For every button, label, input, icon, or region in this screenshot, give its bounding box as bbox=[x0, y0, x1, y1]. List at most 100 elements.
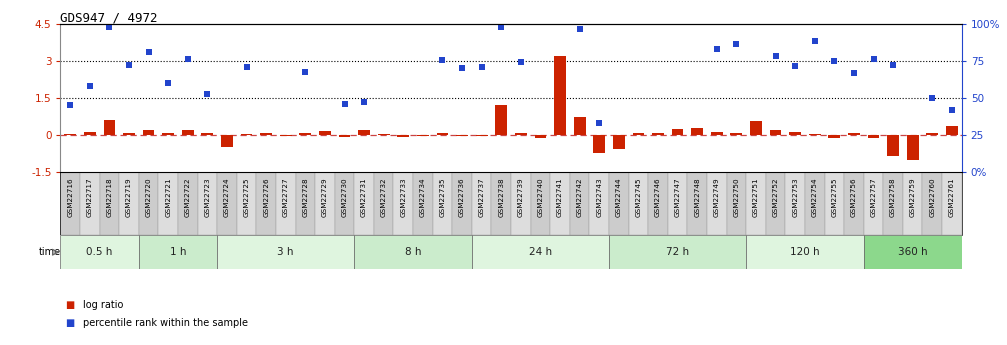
Bar bbox=[319, 130, 330, 135]
Text: ■: ■ bbox=[65, 318, 75, 327]
Text: GSM22728: GSM22728 bbox=[302, 177, 308, 217]
Text: 120 h: 120 h bbox=[790, 247, 820, 257]
Text: GSM22752: GSM22752 bbox=[772, 177, 778, 217]
Text: GSM22733: GSM22733 bbox=[401, 177, 406, 217]
Bar bbox=[257, 172, 276, 235]
Text: GSM22716: GSM22716 bbox=[67, 177, 74, 217]
Bar bbox=[649, 172, 668, 235]
Bar bbox=[785, 172, 805, 235]
Text: GSM22746: GSM22746 bbox=[655, 177, 661, 217]
Bar bbox=[672, 129, 684, 135]
Bar bbox=[653, 132, 664, 135]
Text: GSM22718: GSM22718 bbox=[107, 177, 113, 217]
Text: GSM22744: GSM22744 bbox=[616, 177, 621, 217]
Bar bbox=[158, 172, 178, 235]
Bar bbox=[809, 134, 821, 135]
Bar bbox=[531, 172, 550, 235]
Bar bbox=[907, 135, 918, 160]
Bar bbox=[707, 172, 727, 235]
Text: GSM22760: GSM22760 bbox=[929, 177, 936, 217]
Text: 1 h: 1 h bbox=[170, 247, 186, 257]
Text: GSM22720: GSM22720 bbox=[146, 177, 152, 217]
Bar bbox=[589, 172, 609, 235]
Text: GDS947 / 4972: GDS947 / 4972 bbox=[60, 11, 158, 24]
Bar bbox=[374, 172, 394, 235]
Bar bbox=[515, 132, 527, 135]
Bar bbox=[550, 172, 570, 235]
Bar bbox=[260, 133, 272, 135]
Text: GSM22723: GSM22723 bbox=[204, 177, 210, 217]
Text: GSM22731: GSM22731 bbox=[362, 177, 368, 217]
Bar bbox=[104, 120, 115, 135]
Bar bbox=[60, 172, 80, 235]
Bar bbox=[593, 135, 605, 154]
Bar bbox=[123, 132, 135, 135]
Bar bbox=[139, 172, 158, 235]
Bar bbox=[688, 172, 707, 235]
Bar bbox=[844, 172, 864, 235]
Bar bbox=[456, 135, 468, 136]
Text: GSM22734: GSM22734 bbox=[420, 177, 426, 217]
Bar bbox=[241, 134, 253, 135]
Bar bbox=[829, 135, 840, 138]
Bar bbox=[769, 130, 781, 135]
Bar bbox=[727, 172, 746, 235]
Bar bbox=[613, 135, 624, 149]
Text: GSM22756: GSM22756 bbox=[851, 177, 857, 217]
Text: GSM22721: GSM22721 bbox=[165, 177, 171, 217]
Bar bbox=[491, 172, 512, 235]
Bar bbox=[864, 235, 962, 269]
Bar bbox=[472, 235, 609, 269]
Bar bbox=[730, 132, 742, 135]
Text: GSM22717: GSM22717 bbox=[87, 177, 93, 217]
Text: 72 h: 72 h bbox=[666, 247, 689, 257]
Bar bbox=[668, 172, 688, 235]
Bar bbox=[864, 172, 883, 235]
Text: percentile rank within the sample: percentile rank within the sample bbox=[83, 318, 248, 327]
Text: GSM22737: GSM22737 bbox=[478, 177, 484, 217]
Bar bbox=[119, 172, 139, 235]
Bar bbox=[394, 172, 413, 235]
Bar bbox=[338, 135, 350, 137]
Text: GSM22751: GSM22751 bbox=[753, 177, 759, 217]
Text: GSM22761: GSM22761 bbox=[949, 177, 955, 217]
Bar bbox=[574, 117, 585, 135]
Bar bbox=[222, 135, 233, 147]
Text: GSM22749: GSM22749 bbox=[714, 177, 720, 217]
Bar bbox=[354, 172, 374, 235]
Text: 8 h: 8 h bbox=[405, 247, 421, 257]
Text: GSM22740: GSM22740 bbox=[538, 177, 544, 217]
Bar bbox=[512, 172, 531, 235]
Text: ■: ■ bbox=[65, 300, 75, 310]
Bar bbox=[570, 172, 589, 235]
Text: GSM22750: GSM22750 bbox=[733, 177, 739, 217]
Text: GSM22758: GSM22758 bbox=[890, 177, 896, 217]
Text: 360 h: 360 h bbox=[898, 247, 927, 257]
Text: GSM22747: GSM22747 bbox=[675, 177, 681, 217]
Bar bbox=[946, 126, 958, 135]
Bar bbox=[84, 132, 96, 135]
Text: GSM22741: GSM22741 bbox=[557, 177, 563, 217]
Bar bbox=[413, 172, 433, 235]
Bar bbox=[64, 134, 77, 135]
Bar bbox=[825, 172, 844, 235]
Bar bbox=[201, 133, 213, 135]
Text: GSM22724: GSM22724 bbox=[224, 177, 230, 217]
Bar bbox=[334, 172, 354, 235]
Text: GSM22732: GSM22732 bbox=[381, 177, 387, 217]
Bar bbox=[903, 172, 922, 235]
Text: GSM22745: GSM22745 bbox=[635, 177, 641, 217]
Bar bbox=[475, 135, 487, 136]
Bar bbox=[299, 132, 311, 135]
Text: GSM22748: GSM22748 bbox=[694, 177, 700, 217]
Text: 0.5 h: 0.5 h bbox=[87, 247, 113, 257]
Text: GSM22753: GSM22753 bbox=[793, 177, 799, 217]
Bar bbox=[609, 235, 746, 269]
Bar bbox=[883, 172, 903, 235]
Text: GSM22743: GSM22743 bbox=[596, 177, 602, 217]
Bar bbox=[452, 172, 472, 235]
Bar bbox=[182, 130, 193, 135]
Bar bbox=[535, 135, 547, 138]
Text: GSM22739: GSM22739 bbox=[518, 177, 524, 217]
Bar bbox=[632, 132, 644, 135]
